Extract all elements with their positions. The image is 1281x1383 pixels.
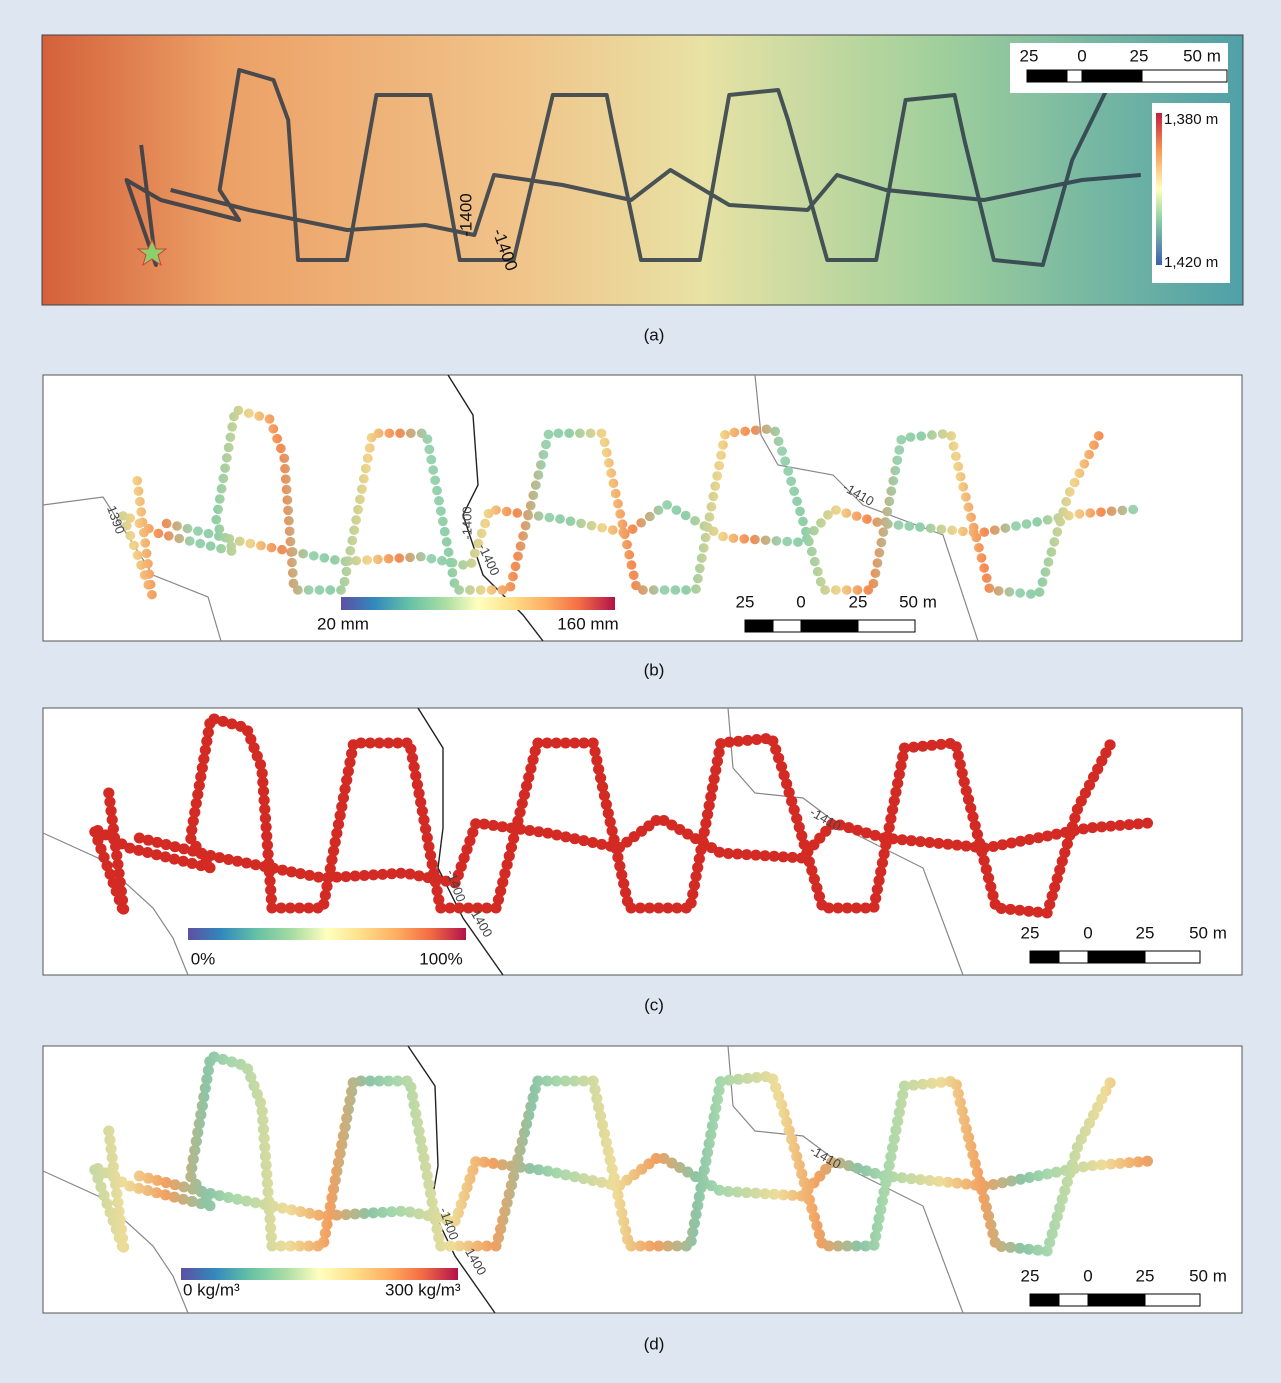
- colorbar: [181, 1268, 458, 1280]
- scale-bar: [1027, 70, 1227, 82]
- scale-label: 25: [1021, 1266, 1040, 1285]
- colorbar-label: 0%: [191, 949, 216, 968]
- caption: (c): [644, 995, 664, 1014]
- scale-label: 50 m: [899, 592, 937, 611]
- scale-label: 0: [796, 592, 805, 611]
- scale-label: 25: [1136, 1266, 1155, 1285]
- scale-bar: [1030, 1294, 1200, 1306]
- panel-b: 1390 -1400 -1400 -1410 20 mm 160 mm 25 0…: [43, 375, 1242, 641]
- legend-label: 1,420 m: [1164, 254, 1218, 271]
- figure: -1400 -1400 25 0 25 50 m 1,380 m 1,420 m…: [0, 0, 1281, 1378]
- legend-label: 1,380 m: [1164, 111, 1218, 128]
- scale-label: 25: [1136, 923, 1155, 942]
- caption: (b): [644, 660, 665, 679]
- caption: (d): [644, 1334, 665, 1353]
- colorbar-label: 0 kg/m³: [183, 1280, 240, 1299]
- colorbar-label: 160 mm: [557, 614, 618, 633]
- colorbar: [341, 597, 615, 610]
- scale-label: 50 m: [1183, 46, 1221, 65]
- scale-bar: [745, 620, 915, 632]
- panel-a: -1400 -1400 25 0 25 50 m 1,380 m 1,420 m: [42, 35, 1243, 305]
- scale-label: 50 m: [1189, 1266, 1227, 1285]
- colorbar: [188, 928, 466, 940]
- scale-label: 25: [849, 592, 868, 611]
- scale-label: 25: [736, 592, 755, 611]
- contour-label: -1400: [459, 506, 474, 539]
- panel-d: -1400 1400 -1410 0 kg/m³ 300 kg/m³ 25 0 …: [43, 1046, 1242, 1313]
- scale-label: 50 m: [1189, 923, 1227, 942]
- panel-c: -1400 1400 -1410 0% 100% 25 0 25 50 m: [43, 708, 1242, 975]
- scale-bar: [1030, 951, 1200, 963]
- colorbar-label: 20 mm: [317, 614, 369, 633]
- scale-label: 25: [1130, 46, 1149, 65]
- caption: (a): [644, 325, 665, 344]
- scale-label: 25: [1021, 923, 1040, 942]
- colorbar-label: 300 kg/m³: [385, 1280, 461, 1299]
- scale-label: 25: [1020, 46, 1039, 65]
- scale-label: 0: [1083, 923, 1092, 942]
- scale-label: 0: [1077, 46, 1086, 65]
- colorbar-label: 100%: [419, 949, 462, 968]
- scale-label: 0: [1083, 1266, 1092, 1285]
- contour-label: -1400: [456, 193, 475, 236]
- legend-colorbar: [1156, 113, 1162, 265]
